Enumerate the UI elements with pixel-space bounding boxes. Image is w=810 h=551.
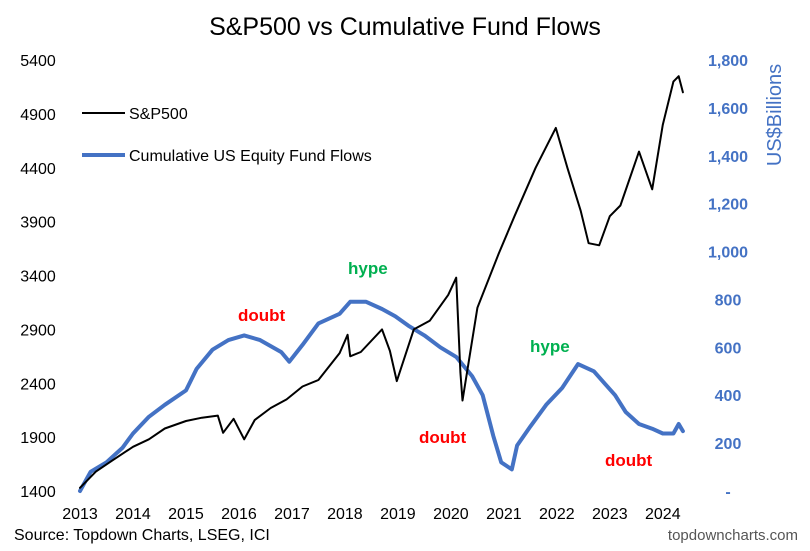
right-axis: 1,800 1,600 1,400 1,200 1,000 800 600 400 200 -	[708, 53, 748, 501]
x-tick-label: 2019	[380, 506, 416, 523]
x-tick-label: 2023	[592, 506, 628, 523]
legend: S&P500 Cumulative US Equity Fund Flows	[82, 106, 372, 165]
legend-label-sp500: S&P500	[129, 106, 188, 123]
annotation-hype-2022: hype	[530, 337, 570, 356]
left-tick-label: 1900	[20, 430, 56, 447]
left-tick-label: 2400	[20, 376, 56, 393]
series-layer	[78, 75, 685, 493]
x-tick-label: 2022	[539, 506, 575, 523]
legend-label-fund-flows: Cumulative US Equity Fund Flows	[129, 148, 372, 165]
brand-watermark: topdowncharts.com	[668, 527, 798, 544]
x-tick-label: 2020	[433, 506, 469, 523]
right-tick-label: 1,200	[708, 197, 748, 214]
series-sp500	[79, 75, 684, 489]
right-tick-label: -	[725, 484, 730, 501]
right-tick-label: 800	[715, 292, 742, 309]
right-tick-label: 1,000	[708, 245, 748, 262]
left-tick-label: 4900	[20, 107, 56, 124]
left-tick-label: 2900	[20, 322, 56, 339]
x-tick-label: 2018	[327, 506, 363, 523]
right-tick-label: 1,600	[708, 101, 748, 118]
x-axis: 2013 2014 2015 2016 2017 2018 2019 2020 2021 2022…	[62, 506, 681, 523]
right-axis-label: US$Billions	[764, 64, 786, 166]
right-tick-label: 1,800	[708, 53, 748, 70]
sp500-line	[79, 75, 684, 489]
series-fund-flows	[78, 299, 685, 493]
right-tick-label: 400	[715, 388, 742, 405]
annotation-doubt-2016: doubt	[238, 306, 286, 325]
x-tick-label: 2017	[274, 506, 310, 523]
annotation-doubt-2023: doubt	[605, 451, 653, 470]
right-tick-label: 600	[715, 340, 742, 357]
left-axis: 5400 4900 4400 3900 3400 2900 2400 1900 1400	[20, 53, 56, 501]
x-tick-label: 2013	[62, 506, 98, 523]
x-tick-label: 2016	[221, 506, 257, 523]
fund-flows-line	[78, 299, 685, 493]
annotation-doubt-2020: doubt	[419, 428, 467, 447]
x-tick-label: 2014	[115, 506, 151, 523]
right-tick-label: 200	[715, 436, 742, 453]
left-tick-label: 5400	[20, 53, 56, 70]
x-tick-label: 2021	[486, 506, 522, 523]
left-tick-label: 1400	[20, 484, 56, 501]
x-tick-label: 2015	[168, 506, 204, 523]
left-tick-label: 3900	[20, 215, 56, 232]
right-tick-label: 1,400	[708, 149, 748, 166]
x-tick-label: 2024	[645, 506, 681, 523]
left-tick-label: 3400	[20, 269, 56, 286]
source-note: Source: Topdown Charts, LSEG, ICI	[14, 527, 270, 544]
annotations: doubt hype doubt hype doubt	[238, 259, 653, 470]
annotation-hype-2018: hype	[348, 259, 388, 278]
left-tick-label: 4400	[20, 161, 56, 178]
chart-title: S&P500 vs Cumulative Fund Flows	[209, 13, 601, 41]
